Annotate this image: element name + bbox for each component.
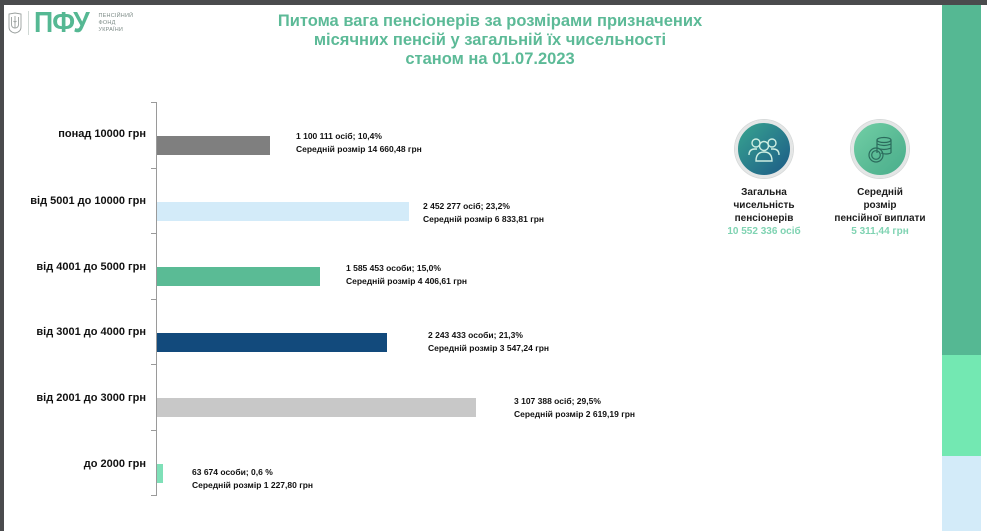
kpi-title-line: чисельність	[733, 200, 795, 211]
logo-text-line: ФОНД	[98, 19, 116, 26]
side-stripe-blue	[942, 456, 981, 531]
kpi-title: Середній розмір пенсійної виплати	[820, 186, 940, 225]
data-label-average: Середній розмір 6 833,81 грн	[423, 214, 545, 224]
logo-text: ПЕНСІЙНИЙ ФОНД УКРАЇНИ	[99, 13, 134, 34]
y-axis-tick	[151, 495, 156, 496]
data-label: 2 452 277 осіб; 23,2% Середній розмір 6 …	[423, 200, 544, 226]
category-label: від 4001 до 5000 грн	[36, 261, 146, 273]
kpi-title-line: Загальна	[741, 187, 787, 198]
category-label: від 5001 до 10000 грн	[30, 195, 146, 207]
data-label: 1 585 453 особи; 15,0% Середній розмір 4…	[346, 262, 467, 288]
data-label-count: 2 452 277 осіб; 23,2%	[423, 201, 510, 211]
kpi-title: Загальна чисельність пенсіонерів	[704, 186, 824, 225]
chart-title-line: місячних пенсій у загальній їх чисельнос…	[313, 31, 667, 49]
window-left-border	[0, 0, 4, 531]
kpi-icon-circle	[735, 120, 793, 178]
category-label: до 2000 грн	[83, 458, 146, 470]
category-label: від 2001 до 3000 грн	[36, 392, 146, 404]
kpi-title-line: пенсіонерів	[734, 213, 794, 224]
bar-over-10000	[157, 136, 270, 155]
window-top-border	[0, 0, 987, 5]
category-label: понад 10000 грн	[58, 128, 146, 140]
kpi-value: 5 311,44 грн	[851, 226, 909, 237]
data-label-average: Середній розмір 2 619,19 грн	[514, 409, 636, 419]
kpi-icon-circle	[851, 120, 909, 178]
logo-mark: ПФУ	[34, 7, 90, 39]
data-label-count: 3 107 388 осіб; 29,5%	[514, 396, 601, 406]
bar-3001-4000	[157, 333, 387, 352]
bar-2001-3000	[157, 398, 476, 417]
chart-title-line: станом на 01.07.2023	[405, 50, 575, 68]
data-label-average: Середній розмір 14 660,48 грн	[296, 144, 422, 154]
people-group-icon	[748, 138, 780, 162]
chart-title: Питома вага пенсіонерів за розмірами при…	[250, 12, 730, 69]
coins-stack-icon	[868, 136, 892, 163]
y-axis-tick	[151, 233, 156, 234]
data-label: 63 674 особи; 0,6 % Середній розмір 1 22…	[192, 466, 313, 492]
kpi-title-line: розмір	[863, 200, 897, 211]
data-label-average: Середній розмір 1 227,80 грн	[192, 480, 314, 490]
data-label: 3 107 388 осіб; 29,5% Середній розмір 2 …	[514, 395, 635, 421]
kpi-title-line: Середній	[857, 187, 903, 198]
trident-emblem-icon	[8, 12, 22, 34]
kpi-value: 10 552 336 осіб	[727, 226, 801, 237]
pfu-logo: ПФУ ПЕНСІЙНИЙ ФОНД УКРАЇНИ	[8, 8, 133, 38]
kpi-average-pension: Середній розмір пенсійної виплати 5 311,…	[820, 120, 940, 238]
y-axis-tick	[151, 430, 156, 431]
data-label-count: 63 674 особи; 0,6 %	[192, 467, 273, 477]
data-label: 2 243 433 особи; 21,3% Середній розмір 3…	[428, 329, 549, 355]
bar-5001-10000	[157, 202, 409, 221]
bar-under-2000	[157, 464, 163, 483]
category-label: від 3001 до 4000 грн	[36, 326, 146, 338]
y-axis-tick	[151, 364, 156, 365]
y-axis-tick	[151, 299, 156, 300]
chart-title-line: Питома вага пенсіонерів за розмірами при…	[277, 12, 703, 30]
data-label: 1 100 111 осіб; 10,4% Середній розмір 14…	[296, 130, 422, 156]
data-label-count: 1 585 453 особи; 15,0%	[346, 263, 441, 273]
side-stripe-mint	[942, 355, 981, 456]
bar-4001-5000	[157, 267, 320, 286]
logo-text-line: ПЕНСІЙНИЙ	[98, 12, 134, 19]
y-axis-tick	[151, 168, 156, 169]
data-label-average: Середній розмір 3 547,24 грн	[428, 343, 550, 353]
logo-divider	[28, 11, 29, 35]
kpi-total-pensioners: Загальна чисельність пенсіонерів 10 552 …	[704, 120, 824, 238]
data-label-count: 1 100 111 осіб; 10,4%	[296, 131, 382, 141]
kpi-title-line: пенсійної виплати	[834, 213, 926, 224]
logo-text-line: УКРАЇНИ	[98, 26, 124, 33]
side-stripe-green	[942, 5, 981, 355]
data-label-count: 2 243 433 особи; 21,3%	[428, 330, 523, 340]
y-axis-tick	[151, 102, 156, 103]
data-label-average: Середній розмір 4 406,61 грн	[346, 276, 468, 286]
y-axis-line	[156, 102, 157, 496]
